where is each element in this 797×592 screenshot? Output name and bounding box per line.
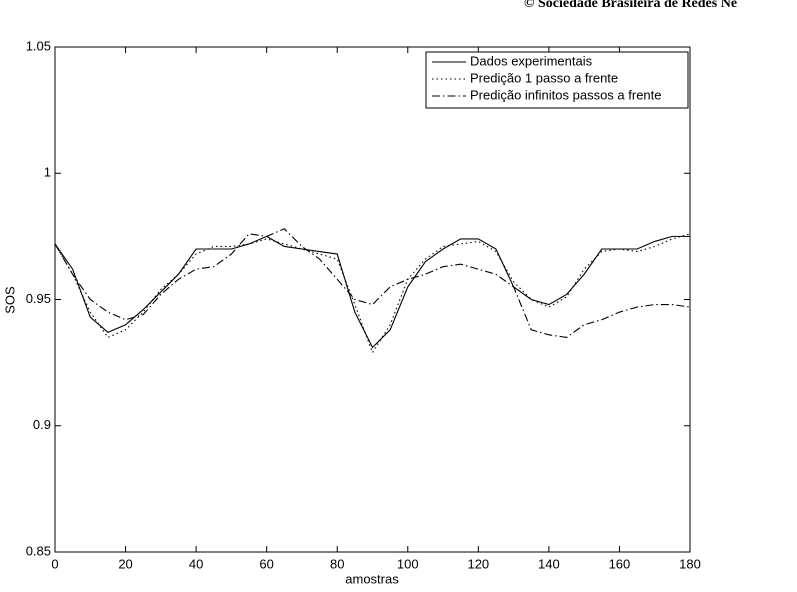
y-tick-label: 1.05 <box>26 38 51 53</box>
data-line <box>54 228 691 338</box>
x-tick-label: 140 <box>538 556 560 571</box>
y-tick-label: 1 <box>44 165 51 180</box>
x-tick-label: 180 <box>679 556 701 571</box>
y-axis-label: SOS <box>2 286 17 314</box>
data-line <box>54 233 691 354</box>
legend-label: Dados experimentais <box>470 53 593 68</box>
y-tick-label: 0.85 <box>26 543 51 558</box>
x-tick-label: 100 <box>397 556 419 571</box>
x-tick-label: 0 <box>51 556 58 571</box>
legend-box <box>425 51 689 109</box>
data-line <box>54 235 690 349</box>
x-tick-label: 160 <box>609 556 631 571</box>
x-axis-label: amostras <box>345 571 399 586</box>
x-tick-label: 40 <box>189 556 203 571</box>
x-tick-label: 120 <box>467 556 489 571</box>
legend-label: Predição 1 passo a frente <box>470 70 618 85</box>
x-tick-label: 80 <box>330 556 344 571</box>
plot-frame <box>54 46 691 553</box>
legend-label: Predição infinitos passos a frente <box>470 87 662 102</box>
y-tick-label: 0.95 <box>26 291 51 306</box>
x-tick-label: 60 <box>259 556 273 571</box>
x-tick-label: 20 <box>118 556 132 571</box>
header: © Sociedade Brasileira de Redes Ne <box>524 0 737 11</box>
y-tick-label: 0.9 <box>33 417 51 432</box>
